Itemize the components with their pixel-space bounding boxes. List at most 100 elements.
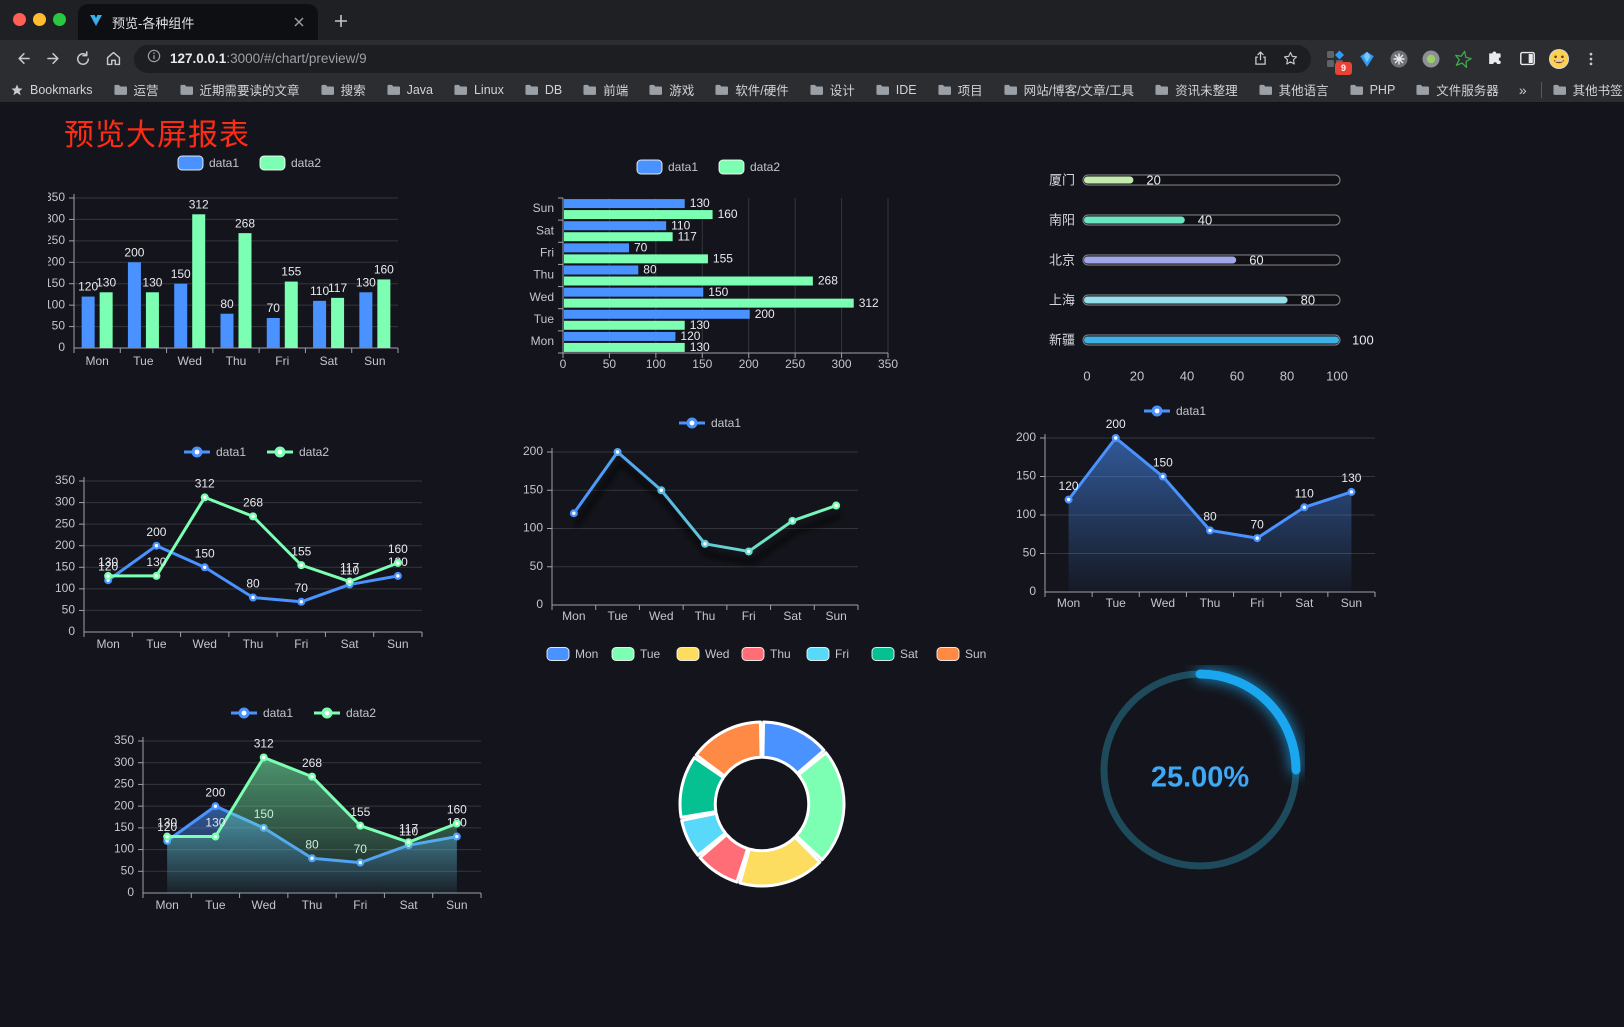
site-info-icon[interactable] (146, 48, 162, 69)
svg-text:155: 155 (281, 265, 301, 279)
legend-item-data2[interactable]: data2 (314, 706, 376, 720)
legend-item-Tue[interactable]: Tue (611, 647, 661, 661)
svg-text:110: 110 (399, 824, 418, 838)
browser-menu-kebab-icon[interactable] (1578, 46, 1604, 72)
bookmark-star-icon[interactable] (1275, 44, 1305, 74)
svg-text:Tue: Tue (133, 354, 154, 368)
donut-slice-Fri[interactable] (680, 811, 728, 857)
web-page: 预览大屏报表 data1 data2 50 100 150 200 250 300 350 0 Mo… (0, 104, 1624, 1027)
folder-icon (1553, 84, 1566, 95)
area-single-canvas: data1 50 100 150 200 0 Mon Tue Wed Thu Fri Sat Sun 12… (1016, 404, 1376, 610)
home-button[interactable] (98, 44, 128, 74)
svg-text:130: 130 (205, 816, 225, 830)
back-button[interactable] (8, 44, 38, 74)
legend-item-Sat[interactable]: Sat (871, 647, 919, 661)
svg-text:Sun: Sun (965, 647, 986, 661)
svg-text:70: 70 (295, 581, 309, 595)
svg-text:20: 20 (1130, 368, 1144, 383)
donut-slice-Thu[interactable] (698, 833, 750, 884)
folder-icon (113, 84, 127, 95)
legend-item-data1[interactable]: data1 (679, 416, 741, 430)
bookmark-folder[interactable]: Java (386, 83, 433, 97)
legend-item-data1[interactable]: data1 (184, 445, 246, 459)
legend-item-data1[interactable]: data1 (636, 159, 698, 175)
bookmark-folder[interactable]: PHP (1349, 83, 1395, 97)
bookmarks-overflow-chevron[interactable]: » (1518, 81, 1527, 98)
bookmark-folder[interactable]: 游戏 (648, 80, 694, 99)
folder-icon (1259, 84, 1272, 95)
bookmark-folder[interactable]: 搜索 (320, 80, 366, 99)
bookmark-folder[interactable]: IDE (875, 83, 917, 97)
folder-icon (387, 84, 400, 95)
svg-text:厦门: 厦门 (1049, 172, 1075, 187)
donut-slice-Sun[interactable] (694, 720, 763, 778)
bookmark-folder[interactable]: DB (524, 83, 562, 97)
svg-text:130: 130 (157, 816, 177, 830)
svg-text:0: 0 (536, 597, 543, 611)
donut-slice-Wed[interactable] (738, 835, 822, 888)
page-title: 预览大屏报表 (64, 119, 250, 152)
svg-text:80: 80 (643, 263, 657, 277)
extensions-puzzle-icon[interactable] (1482, 46, 1508, 72)
side-panel-icon[interactable] (1514, 46, 1540, 72)
svg-text:117: 117 (678, 229, 697, 243)
svg-text:data1: data1 (1176, 404, 1206, 418)
svg-text:Fri: Fri (294, 637, 308, 651)
svg-text:100: 100 (523, 521, 543, 535)
svg-text:350: 350 (55, 473, 75, 487)
url-text[interactable]: 127.0.0.1:3000/#/chart/preview/9 (170, 51, 367, 66)
bookmark-folder[interactable]: Linux (453, 83, 504, 97)
legend-item-data1[interactable]: data1 (1144, 404, 1206, 418)
extension-diamond-icon[interactable] (1354, 46, 1380, 72)
bookmark-folder[interactable]: 其他语言 (1258, 80, 1329, 99)
donut-slice-Tue[interactable] (794, 751, 846, 862)
bookmark-folder[interactable]: 前端 (582, 80, 628, 99)
svg-text:160: 160 (718, 207, 738, 221)
browser-tab[interactable]: 预览-各种组件 (78, 4, 318, 40)
legend-item-Sun[interactable]: Sun (936, 647, 986, 661)
bookmark-folder[interactable]: 设计 (809, 80, 855, 99)
forward-button[interactable] (38, 44, 68, 74)
extension-knot-icon[interactable] (1386, 46, 1412, 72)
legend-item-data2[interactable]: data2 (259, 155, 321, 171)
bookmark-folder[interactable]: 近期需要读的文章 (179, 80, 300, 99)
donut-slice-Sat[interactable] (678, 756, 725, 819)
window-zoom-button[interactable] (53, 13, 66, 26)
extension-star-icon[interactable] (1450, 46, 1476, 72)
bookmark-folder[interactable]: 资讯未整理 (1154, 80, 1238, 99)
window-close-button[interactable] (13, 13, 26, 26)
progress-row-厦门: 厦门 20 (1049, 172, 1341, 187)
profile-avatar-emoji[interactable] (1546, 46, 1572, 72)
bookmark-folder[interactable]: 网站/博客/文章/工具 (1003, 80, 1134, 99)
new-tab-button[interactable] (330, 10, 352, 32)
legend-item-data2[interactable]: data2 (267, 445, 329, 459)
other-bookmarks-folder[interactable]: 其他书签 (1552, 80, 1623, 99)
extension-grid-icon[interactable]: 9 (1322, 46, 1352, 75)
legend-item-Thu[interactable]: Thu (741, 647, 791, 661)
legend-item-Fri[interactable]: Fri (806, 647, 849, 661)
legend-item-data1[interactable]: data1 (177, 155, 239, 171)
address-bar[interactable]: 127.0.0.1:3000/#/chart/preview/9 (134, 44, 1311, 74)
svg-text:312: 312 (195, 477, 215, 491)
svg-text:110: 110 (1295, 486, 1314, 500)
shadow-line-chart: data1 50 100 150 200 0 Mon Tue Wed Thu Fri Sat Sun (505, 395, 897, 627)
svg-text:Sat: Sat (536, 223, 555, 237)
reload-button[interactable] (68, 44, 98, 74)
extension-record-icon[interactable] (1418, 46, 1444, 72)
svg-text:150: 150 (1016, 469, 1036, 483)
window-minimize-button[interactable] (33, 13, 46, 26)
legend-item-Mon[interactable]: Mon (546, 647, 598, 661)
legend-item-Wed[interactable]: Wed (676, 647, 729, 661)
share-icon[interactable] (1245, 44, 1275, 74)
svg-text:北京: 北京 (1049, 252, 1075, 267)
legend-item-data2[interactable]: data2 (718, 159, 780, 175)
bookmarks-manager-item[interactable]: Bookmarks (10, 83, 93, 97)
bookmark-folder[interactable]: 项目 (937, 80, 983, 99)
bookmark-folder[interactable]: 运营 (113, 80, 159, 99)
bookmark-folder[interactable]: 文件服务器 (1415, 80, 1499, 99)
tab-close-icon[interactable] (290, 13, 308, 31)
donut-slice-Mon[interactable] (761, 720, 826, 775)
folder-icon (180, 84, 193, 95)
bookmark-folder[interactable]: 软件/硬件 (714, 80, 789, 99)
legend-item-data1[interactable]: data1 (231, 706, 293, 720)
